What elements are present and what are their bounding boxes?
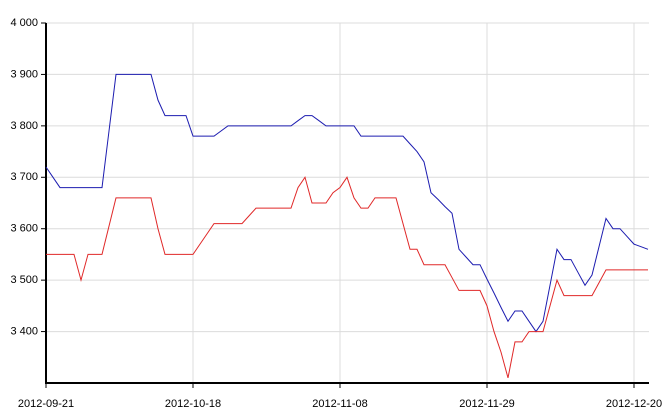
y-tick-label: 3 700	[10, 171, 38, 183]
y-tick-label: 3 600	[10, 223, 38, 235]
y-tick-label: 4 000	[10, 17, 38, 29]
y-tick-label: 3 500	[10, 274, 38, 286]
x-tick-label: 2012-09-21	[18, 398, 74, 410]
y-tick-label: 3 900	[10, 68, 38, 80]
x-tick-label: 2012-10-18	[165, 398, 221, 410]
x-tick-label: 2012-12-20	[606, 398, 662, 410]
series-line	[45, 73, 649, 333]
x-tick-label: 2012-11-08	[312, 398, 367, 410]
y-tick-label: 3 800	[10, 120, 38, 132]
x-tick-label: 2012-11-29	[459, 398, 514, 410]
series-line	[46, 176, 648, 378]
y-tick-label: 3 400	[10, 325, 38, 337]
